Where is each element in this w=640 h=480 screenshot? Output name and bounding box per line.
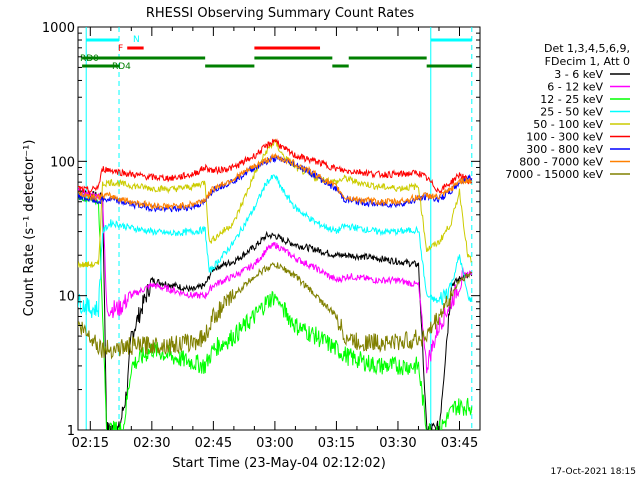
x-tick-label: 02:45: [195, 436, 232, 451]
legend-entry: 3 - 6 keV: [554, 68, 603, 81]
chart-title: RHESSI Observing Summary Count Rates: [146, 6, 415, 21]
series-line-7: [78, 152, 473, 212]
legend-entry: 7000 - 15000 keV: [505, 168, 603, 181]
flag-label-n: N: [133, 35, 140, 45]
y-axis-label: Count Rate (s⁻¹ detector⁻¹): [22, 140, 37, 317]
legend-header: FDecim 1, Att 0: [545, 55, 630, 68]
flag-label-rd4: RD4: [112, 62, 131, 72]
x-tick-label: 03:45: [441, 436, 478, 451]
series-line-1: [78, 187, 473, 374]
y-tick-label: 10: [58, 290, 75, 305]
legend-entry: 100 - 300 keV: [526, 131, 603, 144]
flag-label-rd0: RD0: [80, 54, 99, 64]
legend-entry: 800 - 7000 keV: [519, 156, 603, 169]
legend-header: Det 1,3,4,5,6,9,: [544, 42, 630, 55]
y-tick-label: 1: [67, 424, 75, 439]
series-line-2: [78, 192, 473, 430]
legend-entry: 12 - 25 keV: [540, 93, 603, 106]
series-line-5: [78, 138, 473, 196]
x-tick-label: 02:30: [133, 436, 170, 451]
y-tick-label: 1000: [42, 21, 75, 36]
x-tick-label: 03:00: [256, 436, 293, 451]
series-line-8: [78, 261, 473, 360]
legend-entry: 25 - 50 keV: [540, 106, 603, 119]
x-tick-label: 03:30: [379, 436, 416, 451]
series-line-0: [78, 189, 473, 430]
legend-entry: 300 - 800 keV: [526, 143, 603, 156]
series-line-3: [78, 174, 473, 319]
x-axis-label: Start Time (23-May-04 02:12:02): [172, 456, 386, 471]
flag-label-f: F: [118, 44, 123, 54]
legend-entry: 50 - 100 keV: [533, 118, 603, 131]
x-tick-label: 03:15: [318, 436, 355, 451]
x-tick-label: 02:15: [72, 436, 109, 451]
plot-frame: [77, 26, 481, 431]
legend-entry: 6 - 12 keV: [547, 81, 603, 94]
y-tick-label: 100: [50, 155, 75, 170]
footer-timestamp: 17-Oct-2021 18:15: [551, 467, 636, 477]
